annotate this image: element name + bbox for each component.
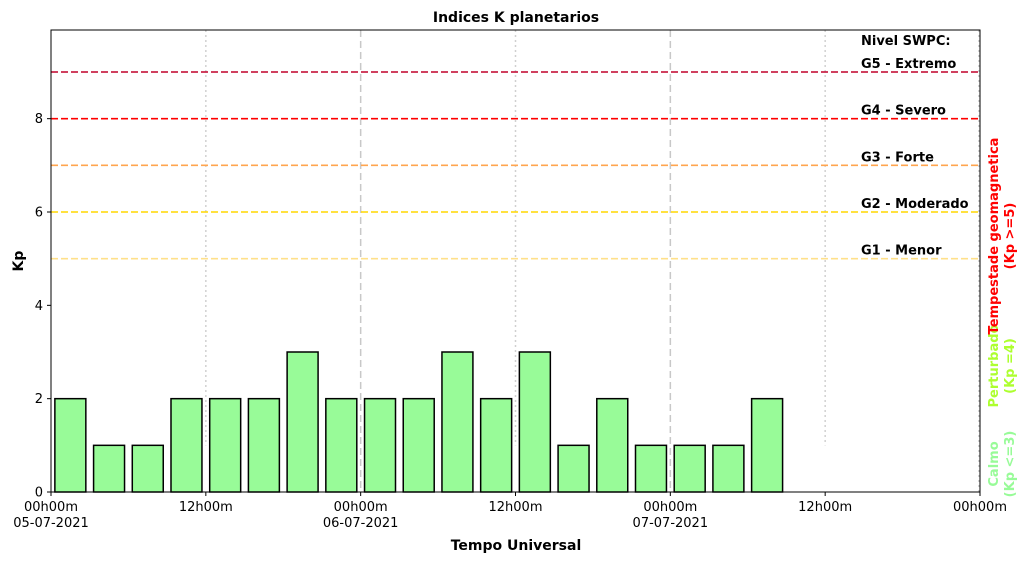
- level-label: G4 - Severo: [861, 104, 946, 119]
- y-tick-label: 0: [35, 486, 43, 501]
- kp-bar: [208, 397, 242, 493]
- kp-bar: [750, 397, 784, 493]
- kp-bar: [54, 397, 87, 493]
- kp-bar: [557, 444, 590, 493]
- x-tick-label: 12h00m: [179, 500, 233, 515]
- kp-bar: [170, 397, 203, 493]
- side-label: Tempestade geomagnetica (Kp >=5): [987, 138, 1018, 335]
- level-label: G2 - Moderado: [861, 197, 969, 212]
- kp-bar: [441, 351, 474, 493]
- x-tick-label: 12h00m: [798, 500, 852, 515]
- kp-bar: [286, 351, 319, 493]
- y-tick-label: 8: [35, 112, 43, 127]
- x-tick-label: 00h00m: [334, 500, 388, 515]
- kp-bar: [402, 397, 435, 493]
- x-tick-date: 05-07-2021: [13, 516, 89, 531]
- x-tick-date: 07-07-2021: [633, 516, 709, 531]
- y-tick-label: 2: [35, 392, 43, 407]
- kp-bar: [518, 351, 552, 493]
- kp-bar: [363, 397, 397, 493]
- side-label-line2: (Kp <=3): [1003, 431, 1018, 498]
- x-axis-title: Tempo Universal: [451, 538, 582, 554]
- kp-bar: [325, 397, 358, 493]
- side-label-line2: (Kp >=5): [1003, 203, 1018, 270]
- kp-bar: [92, 444, 126, 493]
- x-tick-label: 00h00m: [24, 500, 78, 515]
- kp-bar: [634, 444, 668, 493]
- y-axis-title: Kp: [11, 251, 27, 272]
- side-label: Perturbado (Kp =4): [987, 324, 1018, 407]
- y-tick-label: 4: [35, 299, 43, 314]
- swpc-level-labels: G1 - Menor G2 - Moderado G3 - Forte G4 - Se…: [861, 57, 969, 259]
- y-axis-ticks: 0 2 4 6 8: [35, 112, 51, 501]
- x-tick-date: 06-07-2021: [323, 516, 399, 531]
- activity-side-labels: Calmo (Kp <=3)Perturbado (Kp =4)Tempestade…: [987, 138, 1018, 498]
- kp-bar: [479, 397, 513, 493]
- side-label-line2: (Kp =4): [1003, 338, 1018, 394]
- side-label-line1: Calmo: [987, 441, 1002, 486]
- level-label: G1 - Menor: [861, 244, 942, 259]
- level-label: G3 - Forte: [861, 150, 934, 165]
- bars: [54, 351, 784, 493]
- chart-title: Indices K planetarios: [433, 10, 599, 26]
- side-label-line1: Tempestade geomagnetica: [987, 138, 1002, 335]
- x-tick-label: 12h00m: [489, 500, 543, 515]
- grid-lines: [205, 30, 980, 492]
- level-label: G5 - Extremo: [861, 57, 956, 72]
- swpc-level-lines: [51, 71, 980, 260]
- side-label-line1: Perturbado: [987, 324, 1002, 407]
- side-label: Calmo (Kp <=3): [987, 431, 1018, 498]
- x-tick-label: 00h00m: [643, 500, 697, 515]
- y-tick-label: 6: [35, 206, 43, 221]
- kp-bar: [712, 444, 745, 493]
- kp-bar: [596, 397, 629, 493]
- x-tick-label: 00h00m: [953, 500, 1007, 515]
- kp-bar: [131, 444, 165, 493]
- kp-bar: [673, 444, 706, 493]
- kp-bar: [247, 397, 281, 493]
- levels-heading: Nivel SWPC:: [861, 34, 951, 49]
